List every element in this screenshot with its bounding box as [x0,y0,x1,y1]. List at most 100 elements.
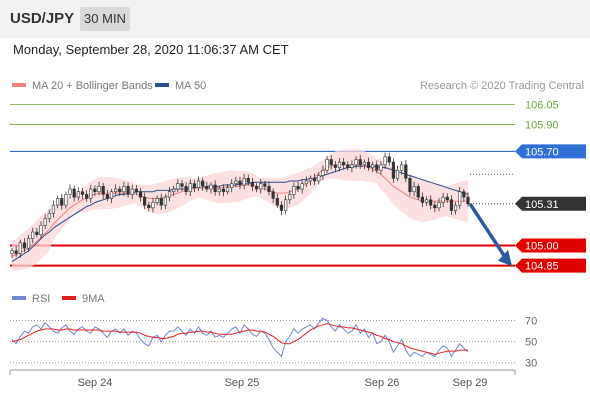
candle [375,160,379,174]
candle [313,173,317,186]
candle-body [180,183,184,187]
candle [416,183,420,201]
candle [350,160,354,173]
candle-body [313,177,317,182]
candle-body [221,188,226,193]
candle-body [288,194,292,201]
candle [466,192,470,207]
candle [292,182,296,199]
candle-body [254,186,259,190]
price-levels [10,104,515,267]
candle [205,181,209,193]
level-label-0: 106.05 [525,99,559,111]
candle-body [147,204,151,209]
level-tag-2 [515,144,586,159]
candle-body [151,202,155,209]
candle [97,181,101,196]
candle-body [395,169,400,179]
candle-body [466,196,470,205]
candle-body [122,186,126,193]
candle-body [449,199,454,211]
candle-body [163,196,167,206]
candle-body [437,202,441,209]
candle [234,176,238,188]
candle-body [321,169,325,176]
candle [126,182,130,198]
candle-body [400,164,404,171]
candle [188,179,192,197]
candle-body [308,177,313,182]
timeframe-button[interactable]: 30 MIN [80,7,130,31]
candle [296,181,300,193]
candle [387,152,391,166]
x-tick-label-3: Sep 29 [453,377,488,389]
legend-ma50: MA 50 [155,80,206,92]
bollinger-band [12,148,468,271]
candle-body [213,184,217,193]
candle [429,195,433,210]
candle [437,198,441,212]
candle-body [118,188,122,193]
candle [379,161,383,175]
candle-body [362,161,366,166]
candle [308,175,313,186]
candle [279,201,284,216]
candle [441,192,445,208]
candle [172,185,176,197]
candle [342,157,346,170]
candle [358,154,362,170]
legend-ma50-label: MA 50 [175,80,207,92]
candle-body [292,186,296,195]
level-tag-4 [515,238,586,253]
candle-body [167,191,172,198]
candle [317,172,321,185]
candle-body [155,198,159,203]
candle [250,177,255,192]
candle [400,161,404,175]
candle-body [296,186,300,190]
candle-body [379,164,383,171]
candle [395,165,400,182]
candle [47,209,51,223]
candle-body [325,159,329,171]
candle-body [383,156,387,166]
candle [337,158,342,172]
copyright: Research © 2020 Trading Central [419,80,584,92]
candle-body [271,191,275,199]
candle-body [10,250,14,254]
candles [10,152,470,259]
candle-body [246,177,250,183]
candle-body [375,164,379,171]
candle [93,185,97,196]
level-tag-5 [515,258,586,273]
candle-body [68,188,72,195]
candle-body [433,204,437,209]
candle [76,187,80,201]
level-label-2: 105.70 [525,146,559,158]
candle-body [445,196,449,201]
candle [230,179,234,193]
candle-body [279,204,284,211]
candle-body [172,188,176,193]
candle [304,176,308,188]
candle-body [387,156,391,163]
level-labels: 106.05 105.90 105.70 105.31 105.00 104.85 [515,99,586,273]
projection-line [468,202,507,258]
candle [362,159,366,170]
candle-body [242,177,246,186]
candle-body [453,204,458,211]
candle-body [60,198,64,206]
candle-body [337,161,342,168]
candle-body [333,164,337,168]
symbol-label: USD/JPY [10,10,75,27]
candle [80,187,85,200]
candle [263,180,267,191]
candle [366,157,371,171]
candle [26,235,31,252]
candle-body [93,188,97,193]
candle-body [159,198,163,206]
candle-body [26,238,31,249]
candle-body [89,188,93,199]
candle-body [250,182,255,187]
candle-body [55,198,60,206]
